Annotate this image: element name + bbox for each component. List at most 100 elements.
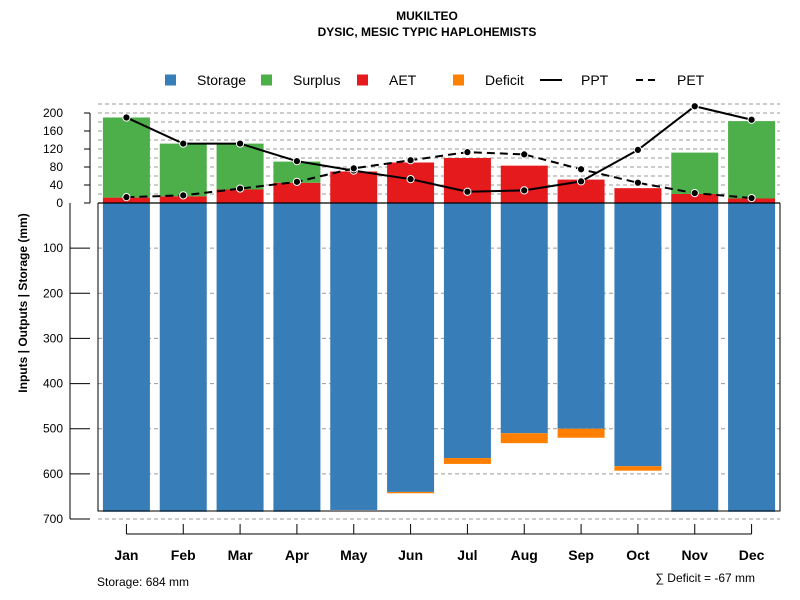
gridlines <box>98 103 780 520</box>
pet-point-oct <box>633 178 643 187</box>
pet-point-dec <box>747 193 756 203</box>
pet-point-aug <box>520 150 529 159</box>
x-tick-label-jun: Jun <box>398 547 423 563</box>
storage-bar-jan <box>102 203 150 512</box>
surplus-bar-feb <box>159 143 207 197</box>
aet-bar-aug <box>500 165 548 203</box>
storage-bar-nov <box>671 203 719 512</box>
aet-bar-oct <box>614 188 662 203</box>
upper-y-tick-label: 40 <box>50 178 64 192</box>
ppt-point-aug <box>520 186 529 195</box>
storage-note: Storage: 684 mm <box>97 575 189 589</box>
deficit-bar-aug <box>500 433 548 444</box>
deficit-bar-jun <box>387 491 435 494</box>
bars <box>102 117 776 512</box>
legend-marker-deficit <box>453 74 464 86</box>
chart-title: MUKILTEO <box>396 9 458 23</box>
pet-point-feb <box>179 191 188 200</box>
legend-label-aet: AET <box>389 72 417 88</box>
storage-bar-aug <box>500 203 548 434</box>
x-tick-label-jan: Jan <box>114 547 138 563</box>
storage-bar-jun <box>387 203 435 492</box>
ppt-point-jan <box>122 113 131 122</box>
x-tick-label-feb: Feb <box>171 547 196 563</box>
upper-y-tick-label: 160 <box>43 124 63 138</box>
surplus-bar-mar <box>216 143 264 190</box>
pet-point-jul <box>463 148 472 157</box>
surplus-bar-dec <box>728 121 776 199</box>
aet-bar-jul <box>443 158 491 203</box>
legend-label-deficit: Deficit <box>485 72 524 88</box>
deficit-bar-jul <box>443 458 491 464</box>
pet-point-may <box>349 164 358 173</box>
x-tick-label-apr: Apr <box>285 547 310 563</box>
lower-y-tick-label: 100 <box>43 241 63 255</box>
storage-bar-oct <box>614 203 662 467</box>
x-tick-label-jul: Jul <box>457 547 477 563</box>
ppt-point-oct <box>633 145 643 154</box>
chart-subtitle: DYSIC, MESIC TYPIC HAPLOHEMISTS <box>318 25 537 39</box>
ppt-point-nov <box>690 102 699 111</box>
ppt-line <box>125 105 752 193</box>
legend-label-storage: Storage <box>197 72 246 88</box>
ppt-point-apr <box>292 157 302 166</box>
storage-bar-feb <box>159 203 207 512</box>
series-lines <box>122 102 756 203</box>
x-tick-label-may: May <box>340 547 367 563</box>
pet-point-jan <box>122 193 131 202</box>
pet-line <box>126 151 752 200</box>
surplus-bar-nov <box>671 152 719 194</box>
pet-point-sep <box>576 165 586 174</box>
storage-bar-dec <box>728 203 776 512</box>
x-tick-label-sep: Sep <box>568 547 594 563</box>
x-tick-label-nov: Nov <box>682 547 709 563</box>
legend-marker-storage <box>165 74 176 86</box>
upper-y-tick-label: 200 <box>43 106 63 120</box>
ppt-point-jun <box>406 175 415 184</box>
ppt-point-dec <box>747 115 756 124</box>
aet-bar-nov <box>671 194 719 203</box>
aet-bar-sep <box>557 179 605 203</box>
lower-y-tick-label: 500 <box>43 422 63 436</box>
ppt-point-feb <box>179 139 188 148</box>
aet-bar-feb <box>159 196 207 203</box>
y-axis-label: Inputs | Outputs | Storage (mm) <box>16 213 30 392</box>
x-tick-label-aug: Aug <box>511 547 538 563</box>
storage-bar-jul <box>443 203 491 459</box>
lower-y-tick-label: 200 <box>43 286 63 300</box>
lower-y-tick-label: 700 <box>43 512 63 526</box>
pet-point-apr <box>292 177 302 186</box>
lower-y-tick-label: 300 <box>43 331 63 345</box>
surplus-bar-apr <box>273 161 321 183</box>
aet-bar-may <box>330 171 378 203</box>
aet-bar-mar <box>216 189 264 203</box>
pet-point-nov <box>690 189 699 198</box>
storage-bar-sep <box>557 203 605 429</box>
legend-marker-surplus <box>261 74 272 86</box>
legend: Storage Surplus AET Deficit PPT PET <box>165 72 705 88</box>
ppt-point-jul <box>463 187 472 196</box>
storage-bar-apr <box>273 203 321 512</box>
storage-bar-mar <box>216 203 264 512</box>
legend-label-surplus: Surplus <box>293 72 340 88</box>
x-tick-label-oct: Oct <box>626 547 650 563</box>
deficit-bar-oct <box>614 466 662 471</box>
deficit-note: ∑ Deficit = -67 mm <box>655 571 755 585</box>
aet-bar-apr <box>273 182 321 203</box>
upper-y-tick-label: 80 <box>50 160 64 174</box>
storage-bar-may <box>330 203 378 510</box>
legend-label-ppt: PPT <box>581 72 609 88</box>
lower-y-tick-label: 400 <box>43 377 63 391</box>
pet-point-jun <box>406 156 415 165</box>
upper-y-tick-label: 120 <box>43 142 63 156</box>
legend-label-pet: PET <box>677 72 705 88</box>
plot-frame <box>97 203 781 512</box>
surplus-bar-jan <box>102 117 150 198</box>
deficit-bar-sep <box>557 428 605 438</box>
x-tick-label-dec: Dec <box>739 547 765 563</box>
lower-y-tick-label: 600 <box>43 467 63 481</box>
pet-point-mar <box>235 184 245 193</box>
ppt-point-sep <box>576 177 586 186</box>
